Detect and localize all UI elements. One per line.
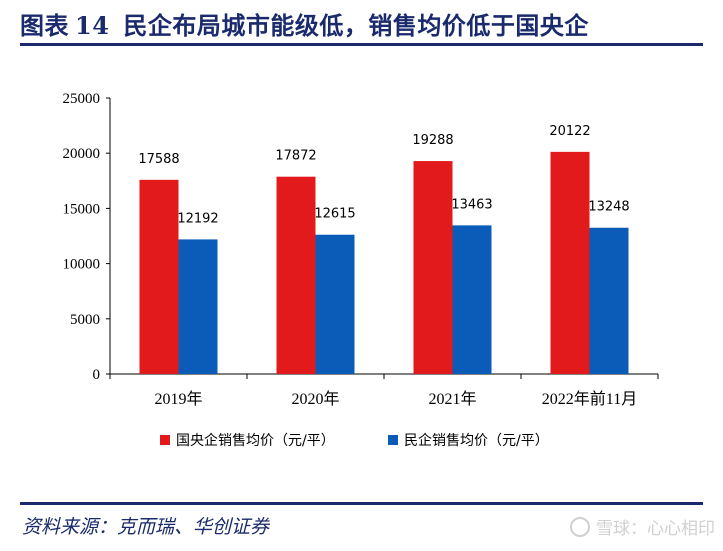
legend-swatch-soe <box>160 435 170 445</box>
y-tick-label: 20000 <box>63 146 101 162</box>
legend-label-private: 民企销售均价（元/平） <box>404 433 549 449</box>
figure-title-bar: 图表 14 民企布局城市能级低，销售均价低于国央企 <box>12 6 715 40</box>
data-label-private: 12615 <box>314 207 355 222</box>
bar-soe <box>139 179 179 374</box>
legend-item-private: 民企销售均价（元/平） <box>388 430 549 450</box>
chart-title: 民企布局城市能级低，销售均价低于国央企 <box>123 11 589 40</box>
title-divider <box>20 43 703 46</box>
bar-private <box>178 239 218 374</box>
y-tick-label: 0 <box>93 367 101 383</box>
data-label-private: 13248 <box>588 200 629 215</box>
watermark: 雪球：心心相印 <box>570 514 715 539</box>
bar-private <box>315 234 355 374</box>
x-tick-label: 2019年 <box>154 390 202 408</box>
legend-item-soe: 国央企销售均价（元/平） <box>160 430 335 450</box>
data-label-soe: 20122 <box>549 124 590 139</box>
footer-divider <box>20 502 703 505</box>
data-label-soe: 17588 <box>138 152 179 167</box>
bar-soe <box>413 161 453 374</box>
watermark-text: 雪球：心心相印 <box>596 519 715 539</box>
y-tick-label: 10000 <box>63 257 101 273</box>
x-tick-label: 2021年 <box>428 390 476 408</box>
chart-legend: 国央企销售均价（元/平） 民企销售均价（元/平） <box>0 430 723 452</box>
legend-label-soe: 国央企销售均价（元/平） <box>176 433 335 449</box>
data-label-soe: 17872 <box>275 149 316 164</box>
y-tick-label: 5000 <box>70 312 100 328</box>
snowball-logo-icon <box>570 516 590 537</box>
bar-private <box>589 227 629 374</box>
figure-number: 14 <box>75 11 110 40</box>
y-tick-label: 15000 <box>63 201 101 217</box>
data-label-private: 12192 <box>177 211 218 226</box>
y-tick-label: 25000 <box>63 91 101 107</box>
data-label-soe: 19288 <box>412 133 453 148</box>
data-label-private: 13463 <box>451 197 492 212</box>
source-note: 资料来源：克而瑞、华创证券 <box>22 516 270 538</box>
x-tick-label: 2020年 <box>291 390 339 408</box>
bar-soe <box>550 151 590 374</box>
bar-private <box>452 225 492 374</box>
figure-label: 图表 <box>20 11 69 40</box>
figure-title: 图表 14 民企布局城市能级低，销售均价低于国央企 <box>20 6 589 41</box>
bar-chart: 0 5000 10000 15000 20000 25000 2019年 17588 12192… <box>63 91 659 408</box>
legend-swatch-private <box>388 435 398 445</box>
bar-soe <box>276 176 316 374</box>
x-tick-label: 2022年前11月 <box>542 390 637 408</box>
